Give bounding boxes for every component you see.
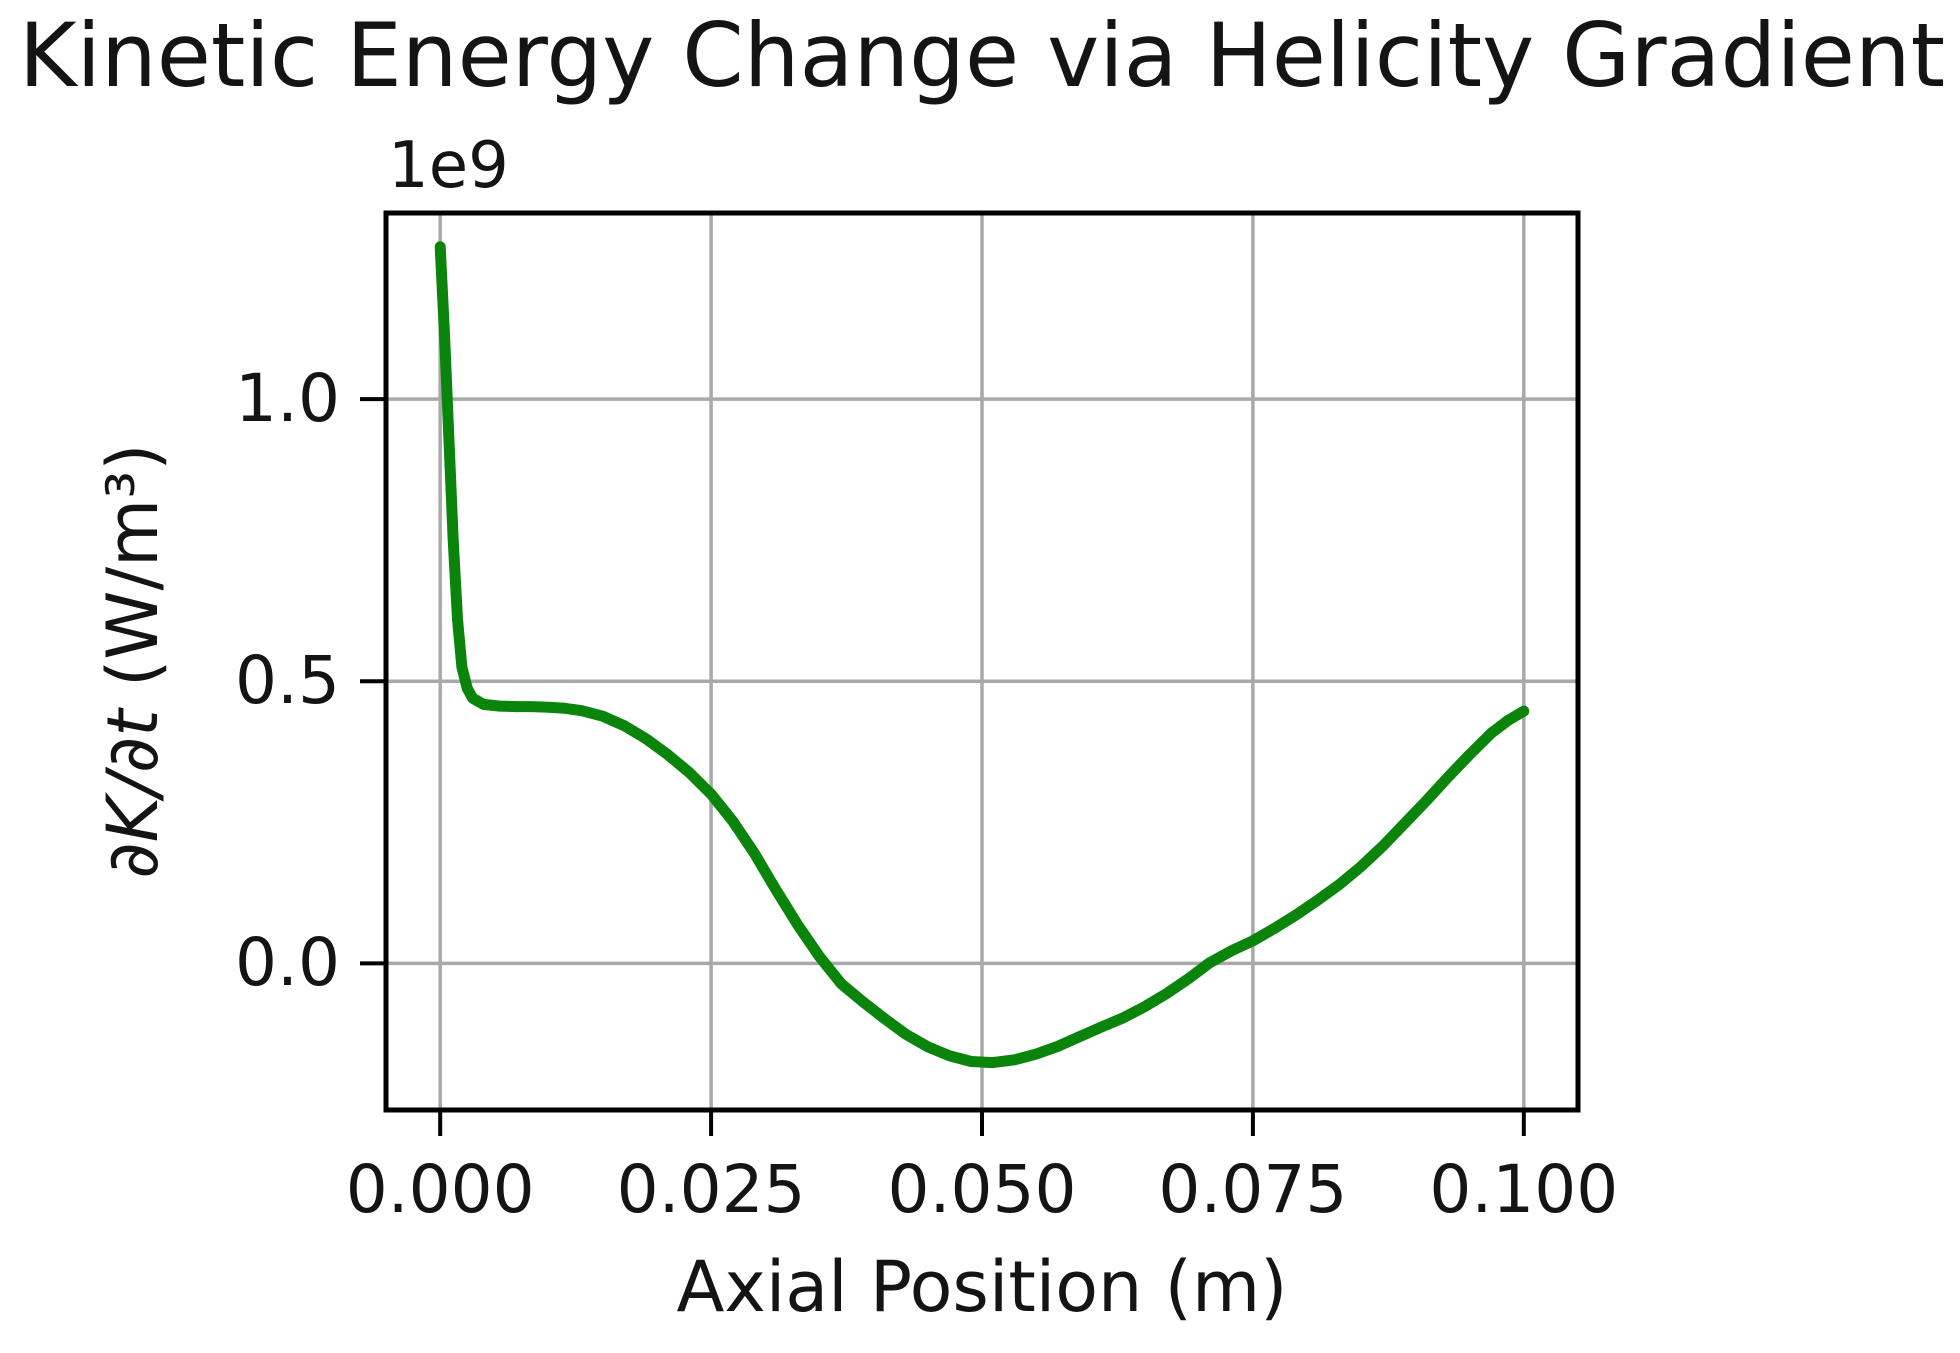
x-tick-label: 0.000 (345, 1151, 535, 1228)
x-tick-label: 0.025 (616, 1151, 806, 1228)
x-tick-label: 0.050 (887, 1151, 1077, 1228)
y-tick-label: 1.0 (235, 360, 340, 438)
x-tick-label: 0.100 (1429, 1151, 1619, 1228)
y-tick-label: 0.0 (235, 924, 340, 1002)
y-axis-label: ∂K/∂t (W/m³) (92, 443, 174, 878)
series-line (434, 241, 1530, 1069)
chart-title: Kinetic Energy Change via Helicity Gradi… (18, 4, 1946, 107)
x-axis-label: Axial Position (m) (676, 1246, 1288, 1328)
y-tick-label: 0.5 (235, 642, 340, 720)
y-axis-label-units: (W/m³) (92, 443, 174, 710)
y-axis-offset-label: 1e9 (388, 129, 509, 203)
axes-frame (383, 210, 1581, 1113)
y-axis-label-math: ∂K/∂t (92, 709, 174, 879)
x-tick-label: 0.075 (1158, 1151, 1348, 1228)
